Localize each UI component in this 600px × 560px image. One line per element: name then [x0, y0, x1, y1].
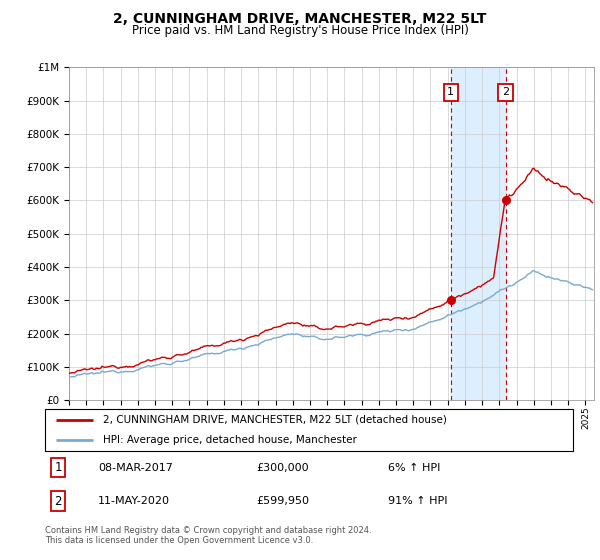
Text: 2, CUNNINGHAM DRIVE, MANCHESTER, M22 5LT: 2, CUNNINGHAM DRIVE, MANCHESTER, M22 5LT — [113, 12, 487, 26]
Text: 2, CUNNINGHAM DRIVE, MANCHESTER, M22 5LT (detached house): 2, CUNNINGHAM DRIVE, MANCHESTER, M22 5LT… — [103, 415, 447, 424]
Text: 2: 2 — [502, 87, 509, 97]
Text: 2: 2 — [55, 494, 62, 508]
Text: 1: 1 — [447, 87, 454, 97]
Text: Price paid vs. HM Land Registry's House Price Index (HPI): Price paid vs. HM Land Registry's House … — [131, 24, 469, 36]
Text: 08-MAR-2017: 08-MAR-2017 — [98, 463, 173, 473]
Text: 1: 1 — [55, 461, 62, 474]
Text: Contains HM Land Registry data © Crown copyright and database right 2024.: Contains HM Land Registry data © Crown c… — [45, 526, 371, 535]
FancyBboxPatch shape — [45, 409, 573, 451]
Text: 6% ↑ HPI: 6% ↑ HPI — [388, 463, 440, 473]
Text: 91% ↑ HPI: 91% ↑ HPI — [388, 496, 448, 506]
Text: HPI: Average price, detached house, Manchester: HPI: Average price, detached house, Manc… — [103, 435, 357, 445]
Text: 11-MAY-2020: 11-MAY-2020 — [98, 496, 170, 506]
Text: £300,000: £300,000 — [256, 463, 309, 473]
Text: This data is licensed under the Open Government Licence v3.0.: This data is licensed under the Open Gov… — [45, 536, 313, 545]
Text: £599,950: £599,950 — [256, 496, 309, 506]
